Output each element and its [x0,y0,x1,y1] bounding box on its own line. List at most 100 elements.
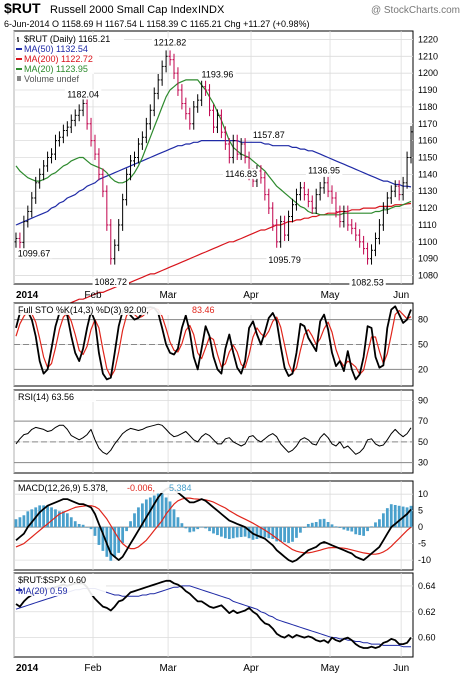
macd-hist-bar-7 [42,505,46,528]
price-ytick-label-5: 1130 [418,186,437,196]
legend-ratio-ma: MA(20) 0.59 [18,586,68,596]
macd-hist-bar-2 [22,515,26,528]
rsi-ytick-label-3: 90 [418,395,428,405]
macd-hist-bar-28 [125,527,128,532]
macd-hist-bar-27 [121,527,125,543]
annotation-bg [151,37,189,48]
price-ytick-label-8: 1160 [418,136,437,146]
watermark: @ StockCharts.com [371,5,460,16]
macd-hist-bar-40 [172,509,176,528]
rsi-panel-frame [13,389,414,474]
macd-hist-bar-41 [176,517,180,528]
macd-hist-bar-13 [65,513,69,528]
x-label-bottom-1: Feb [84,663,102,674]
macd-hist-bar-57 [239,527,243,538]
macd-hist-bar-55 [231,527,235,539]
macd-hist-bar-14 [69,517,73,528]
price-annotation-0: 1099.67 [18,248,51,258]
macd-ytick-label-1: -5 [418,539,426,549]
legend-bg [16,64,94,74]
price-legend-marker [17,37,19,42]
annotation-bg [222,168,260,179]
x-label-top-1: Feb [84,290,102,301]
macd-hist-bar-75 [310,522,314,528]
macd-hist-bar-43 [184,527,188,529]
legend-ma20: MA(20) 1123.95 [24,64,88,74]
price-ytick-label-4: 1120 [418,203,437,213]
macd-hist-bar-32 [141,503,144,528]
price-ytick-label-7: 1150 [418,153,437,163]
price-ytick-label-10: 1180 [418,102,437,112]
legend-bg [16,391,96,402]
legend-ma200: MA(200) 1122.72 [24,54,93,64]
macd-hist-bar-8 [46,505,49,528]
macd-hist-bar-94 [385,508,389,528]
macd-hist-bar-59 [247,527,251,539]
macd-hist-bar-83 [342,527,346,530]
macd-hist-bar-73 [302,527,306,528]
price-ytick-label-2: 1100 [418,237,437,247]
header-svg: $RUT Russell 2000 Small Cap Index INDX @… [4,0,460,29]
legend-ratio: $RUT:$SPX 0.60 [18,575,86,585]
macd-hist-bar-6 [38,505,42,528]
macd-hist-bar-93 [381,513,385,528]
ratio-ytick-label-0: 0.60 [418,633,436,643]
macd-hist-bar-88 [362,527,366,536]
macd-hist-bar-49 [208,527,211,532]
x-label-bottom-2: Mar [159,663,177,674]
x-label-top-2: Mar [159,290,177,301]
macd-hist-bar-67 [279,527,283,542]
x-label-top-0: 2014 [16,290,39,301]
legend-rsi: RSI(14) 63.56 [18,392,74,402]
macd-hist-bar-89 [366,527,369,532]
rsi-ytick-label-0: 30 [418,458,428,468]
legend-macd: MACD(12,26,9) 5.378, [18,483,108,493]
macd-ytick-label-0: -10 [418,555,431,565]
x-label-bottom-4: May [321,663,340,674]
pct-k-line [15,305,412,381]
price-annotation-9: 1082.53 [351,277,384,287]
price-annotation-5: 1146.83 [225,169,257,179]
legend-bg [16,574,106,596]
macd-hist-bar-95 [389,504,393,528]
exchange-label: INDX [198,4,225,16]
macd-hist-bar-18 [85,527,89,528]
macd-hist-bar-3 [26,511,30,528]
macd-hist-bar-48 [204,527,207,529]
ma50-line [15,140,412,226]
price-annotation-1: 1182.04 [67,89,99,99]
legend-bg [16,54,99,64]
macd-hist-bar-9 [50,507,53,528]
macd-hist-bar-26 [117,527,121,553]
legend-bg [16,304,256,315]
macd-hist-bar-42 [180,523,184,528]
macd-hist-bar-76 [314,522,318,528]
chart-header: $RUT Russell 2000 Small Cap Index INDX @… [2,0,462,30]
ratio-ytick-label-2: 0.64 [418,581,436,591]
macd-hist-bar-87 [358,527,362,536]
sto-ytick-label-2: 80 [418,315,428,325]
price-annotation-6: 1157.87 [253,130,285,140]
macd-hist-bar-22 [101,527,105,551]
macd-hist-bar-66 [275,527,279,542]
price-ytick-label-6: 1140 [418,169,437,179]
macd-hist-bar-35 [152,495,156,528]
rsi-line [15,423,412,455]
macd-hist-bar-16 [77,523,81,528]
x-label-bottom-5: Jun [393,663,409,674]
macd-hist-bar-69 [287,527,290,543]
macd-hist-bar-86 [354,527,358,535]
macd-hist-bar-85 [350,527,354,532]
legend-pct-d: 83.46 [192,305,215,315]
x-label-top-3: Apr [243,290,259,301]
price-annotation-2: 1082.72 [95,277,128,287]
macd-hist-bar-70 [291,527,294,542]
macd-hist-bar-4 [30,509,34,528]
price-annotation-7: 1095.79 [268,255,301,265]
index-name: Russell 2000 Small Cap Index [50,4,198,16]
price-ytick-label-14: 1220 [418,34,438,44]
macd-hist-bar-91 [374,522,377,528]
macd-hist-bar-61 [255,527,259,540]
annotation-bg [64,89,102,100]
